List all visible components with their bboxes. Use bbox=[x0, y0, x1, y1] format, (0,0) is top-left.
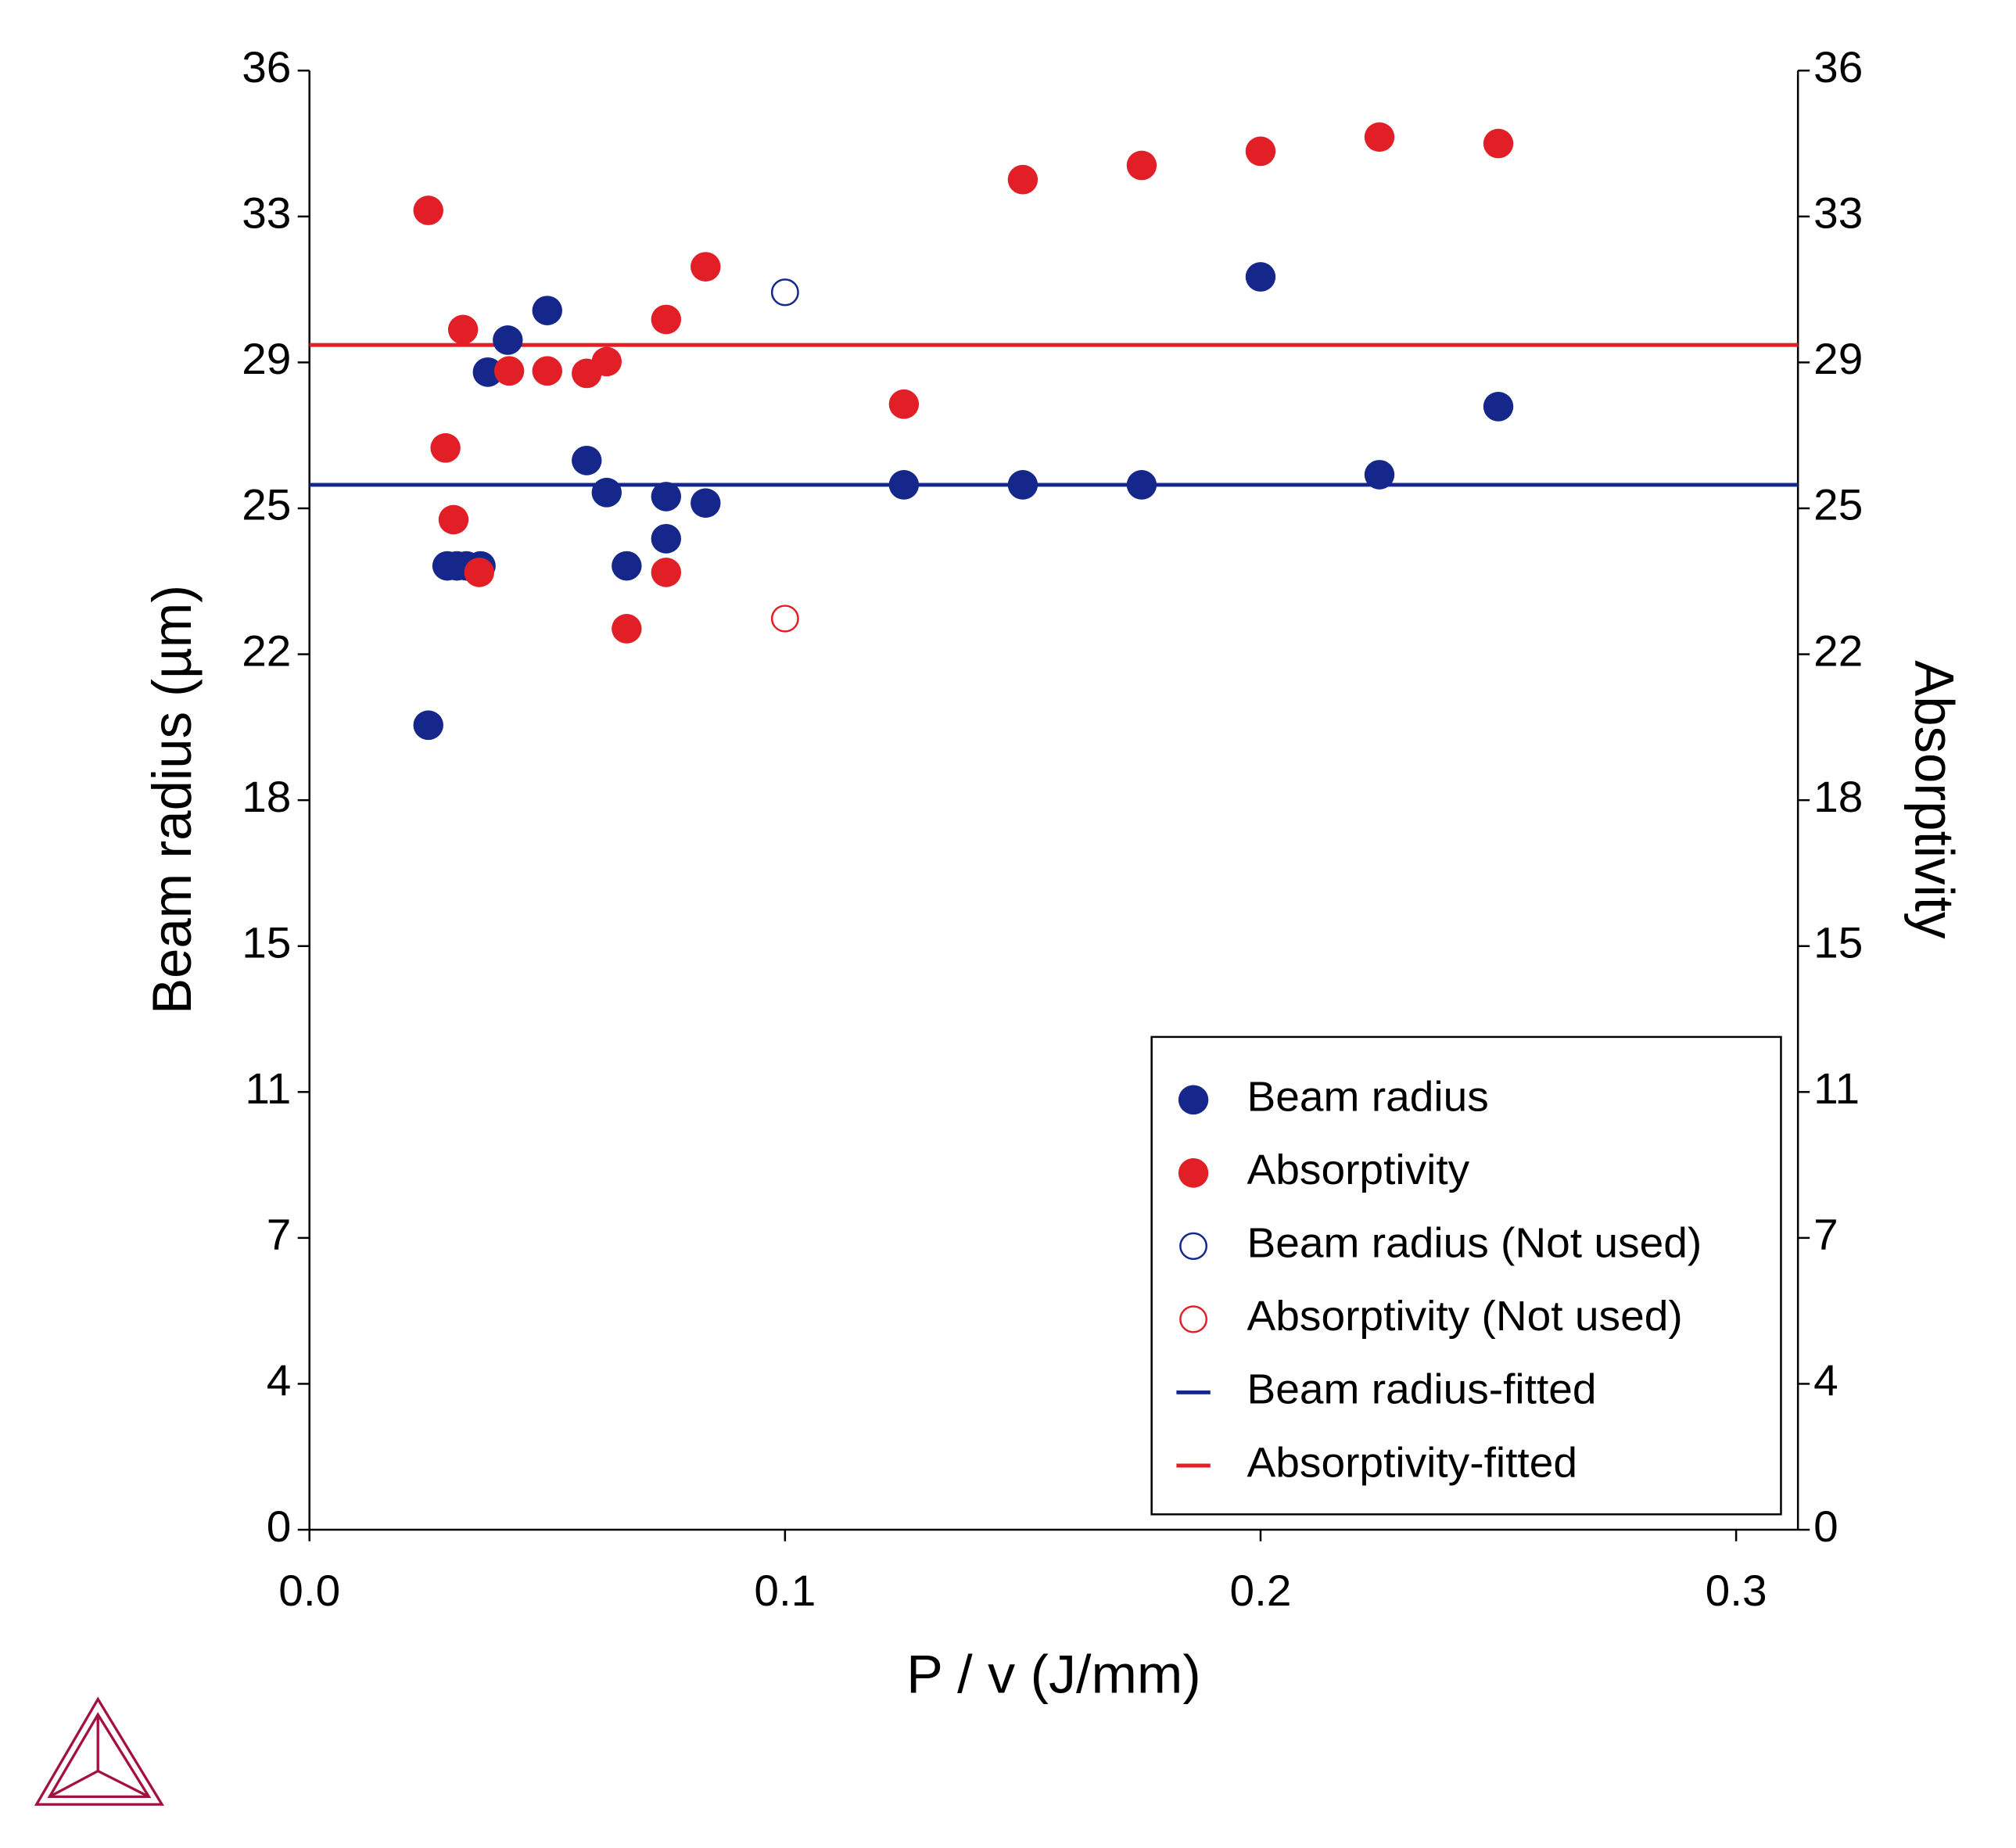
point bbox=[572, 445, 602, 475]
point bbox=[888, 389, 920, 419]
y2-axis-title: Absorptivity bbox=[1903, 660, 1965, 938]
point bbox=[1126, 150, 1157, 181]
legend-label: Beam radius bbox=[1247, 1073, 1489, 1120]
point bbox=[651, 523, 682, 554]
x-axis-title: P / v (J/mm) bbox=[906, 1644, 1201, 1704]
y-tick-label: 0 bbox=[267, 1502, 292, 1550]
point bbox=[493, 325, 523, 355]
point bbox=[532, 296, 562, 325]
y-tick-label: 22 bbox=[242, 626, 291, 675]
y-axis-title: Beam radius (µm) bbox=[141, 585, 203, 1014]
y2-tick-label: 7 bbox=[1813, 1210, 1838, 1258]
point bbox=[612, 614, 642, 644]
point bbox=[1245, 136, 1276, 167]
point bbox=[651, 304, 682, 335]
y-tick-label: 15 bbox=[242, 918, 291, 967]
y2-tick-label: 0 bbox=[1813, 1502, 1838, 1550]
x-tick-label: 0.2 bbox=[1230, 1566, 1292, 1614]
point bbox=[413, 196, 443, 225]
legend: Beam radius Absorptivity Beam radius (Not … bbox=[1150, 1035, 1782, 1516]
y-tick-label: 36 bbox=[242, 42, 291, 91]
y-tick-label: 29 bbox=[242, 335, 291, 383]
legend-label: Absorptivity-fitted bbox=[1247, 1439, 1577, 1486]
open-point bbox=[770, 278, 799, 307]
legend-swatch bbox=[1179, 1232, 1208, 1261]
point bbox=[1364, 122, 1395, 153]
legend-swatch bbox=[1178, 1157, 1209, 1188]
x-tick-label: 0.0 bbox=[278, 1566, 340, 1614]
y2-tick-label: 22 bbox=[1813, 626, 1863, 675]
point bbox=[493, 356, 525, 386]
point bbox=[472, 357, 503, 387]
logo bbox=[34, 1696, 164, 1806]
legend-swatch bbox=[1179, 1305, 1208, 1333]
open-point bbox=[770, 605, 799, 633]
point bbox=[1245, 262, 1276, 292]
legend-label: Absorptivity (Not used) bbox=[1247, 1293, 1683, 1340]
y2-tick-label: 11 bbox=[1813, 1064, 1860, 1112]
point bbox=[413, 710, 443, 741]
y-tick-label: 18 bbox=[242, 772, 291, 820]
y2-tick-label: 29 bbox=[1813, 335, 1863, 383]
point bbox=[430, 432, 461, 463]
point bbox=[1126, 470, 1157, 500]
legend-swatch bbox=[1178, 1085, 1209, 1115]
y2-tick-label: 36 bbox=[1813, 42, 1863, 91]
y2-tick-label: 4 bbox=[1813, 1356, 1838, 1405]
point bbox=[1483, 128, 1514, 159]
point bbox=[1364, 460, 1395, 490]
point bbox=[438, 504, 469, 535]
x-tick-label: 0.3 bbox=[1706, 1566, 1767, 1614]
point bbox=[591, 346, 622, 377]
point bbox=[1007, 470, 1038, 500]
y-tick-label: 33 bbox=[242, 188, 291, 237]
point bbox=[888, 470, 920, 500]
point bbox=[447, 314, 479, 345]
point bbox=[1007, 164, 1038, 195]
point bbox=[691, 488, 721, 519]
y-tick-label: 11 bbox=[245, 1064, 291, 1112]
y2-tick-label: 18 bbox=[1813, 772, 1863, 820]
legend-label: Beam radius (Not used) bbox=[1247, 1219, 1702, 1266]
point bbox=[532, 356, 562, 386]
legend-label: Beam radius-fitted bbox=[1247, 1365, 1597, 1412]
point bbox=[1483, 392, 1514, 422]
y-tick-label: 25 bbox=[242, 480, 291, 529]
point bbox=[651, 482, 682, 511]
x-tick-label: 0.1 bbox=[754, 1566, 816, 1614]
point bbox=[691, 252, 721, 282]
y2-tick-label: 33 bbox=[1813, 188, 1863, 237]
y-tick-label: 7 bbox=[267, 1210, 292, 1258]
point bbox=[464, 558, 495, 587]
point bbox=[651, 558, 682, 587]
point bbox=[612, 551, 642, 581]
y2-tick-label: 15 bbox=[1813, 918, 1863, 967]
y-tick-label: 4 bbox=[267, 1356, 292, 1405]
y2-tick-label: 25 bbox=[1813, 480, 1863, 529]
legend-label: Absorptivity bbox=[1247, 1146, 1470, 1193]
point bbox=[591, 477, 622, 508]
legend-frame bbox=[1150, 1035, 1782, 1516]
